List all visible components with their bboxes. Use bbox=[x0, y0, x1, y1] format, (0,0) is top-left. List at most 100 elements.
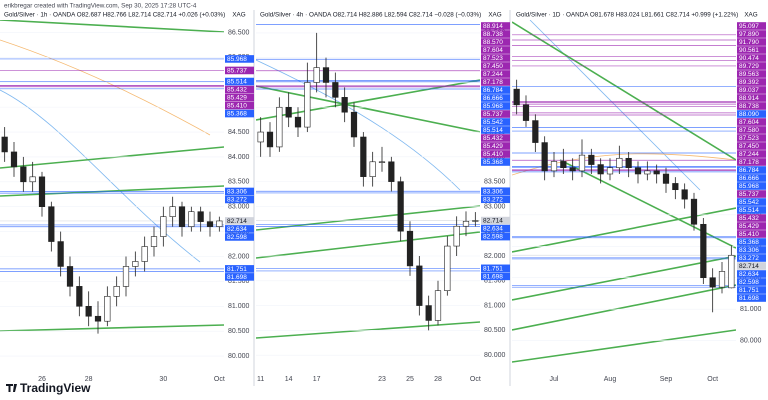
price-label-box bbox=[737, 70, 766, 78]
y-tick-label: 83.500 bbox=[484, 178, 506, 185]
price-label: 81.751 bbox=[483, 265, 503, 272]
price-label-box bbox=[225, 109, 254, 118]
price-label: 87.244 bbox=[739, 151, 759, 158]
price-label: 87.604 bbox=[739, 119, 759, 126]
price-label-box bbox=[481, 46, 510, 54]
y-tick-label: 82.000 bbox=[484, 253, 506, 260]
candle-body bbox=[332, 82, 339, 98]
candle-body bbox=[662, 173, 670, 184]
candle-body bbox=[369, 161, 376, 177]
panel-plot bbox=[512, 20, 736, 363]
price-label-box bbox=[481, 232, 510, 241]
price-label: 87.178 bbox=[483, 79, 503, 86]
price-label-box bbox=[737, 118, 766, 126]
price-label: 90.474 bbox=[739, 55, 759, 62]
price-label-box bbox=[737, 94, 766, 102]
candle-body bbox=[462, 220, 470, 227]
price-label-box bbox=[225, 273, 254, 281]
price-label-box bbox=[737, 126, 766, 134]
x-tick-label: 30 bbox=[159, 376, 167, 383]
price-label-box bbox=[737, 206, 766, 214]
trend-line bbox=[512, 21, 736, 161]
price-label: 85.432 bbox=[739, 215, 759, 222]
price-label: 85.968 bbox=[227, 56, 247, 63]
candle-body bbox=[216, 220, 223, 227]
y-tick-label: 82.000 bbox=[228, 253, 250, 260]
candle-body bbox=[597, 164, 604, 175]
candle-body bbox=[197, 211, 204, 222]
price-label: 83.272 bbox=[227, 196, 247, 203]
y-tick-label: 81.500 bbox=[484, 278, 506, 285]
y-tick-label: 86.500 bbox=[228, 29, 250, 36]
candle-body bbox=[322, 67, 330, 83]
price-label-box bbox=[481, 224, 510, 233]
price-label-box bbox=[225, 93, 254, 102]
price-label-box bbox=[737, 38, 766, 46]
price-label-box bbox=[737, 182, 766, 190]
y-tick-label: 81.500 bbox=[228, 278, 250, 285]
price-label-box bbox=[737, 254, 766, 262]
price-label: 86.784 bbox=[739, 167, 759, 174]
y-tick-label: 82.000 bbox=[740, 275, 762, 282]
trend-line bbox=[512, 329, 736, 363]
candle-body bbox=[66, 266, 74, 287]
candle-body bbox=[550, 161, 558, 172]
price-label-box bbox=[737, 22, 766, 30]
y-tick-label: 83.000 bbox=[228, 204, 250, 211]
candle-body bbox=[20, 166, 27, 183]
candle-body bbox=[350, 111, 358, 138]
x-tick-label: Jul bbox=[550, 376, 559, 383]
price-label: 86.666 bbox=[483, 95, 503, 102]
price-label-box bbox=[481, 78, 510, 86]
candle-body bbox=[1, 136, 8, 153]
price-label-box bbox=[737, 174, 766, 182]
candle-body bbox=[588, 154, 595, 165]
y-tick-label: 80.000 bbox=[740, 337, 762, 344]
price-label-box bbox=[481, 70, 510, 78]
price-label-box bbox=[481, 38, 510, 46]
price-label-box bbox=[737, 278, 766, 286]
price-label-box bbox=[737, 222, 766, 230]
price-label: 82.714 bbox=[483, 218, 503, 225]
candle-body bbox=[341, 97, 348, 113]
panel-plot bbox=[0, 20, 224, 357]
panel-plot bbox=[256, 24, 480, 356]
price-label: 95.097 bbox=[739, 23, 759, 30]
y-tick-label: 83.000 bbox=[484, 203, 506, 210]
price-label: 85.432 bbox=[227, 87, 247, 94]
x-tick-label: 23 bbox=[378, 376, 386, 383]
candle-body bbox=[188, 211, 195, 227]
moving-average bbox=[0, 89, 201, 263]
trend-line bbox=[0, 185, 224, 197]
price-label-box bbox=[225, 55, 254, 63]
price-label-box bbox=[737, 142, 766, 150]
moving-average bbox=[529, 20, 701, 191]
price-label: 88.914 bbox=[739, 95, 759, 102]
trend-line bbox=[256, 85, 480, 133]
price-label: 83.306 bbox=[483, 188, 503, 195]
candle-body bbox=[104, 296, 111, 322]
price-label: 81.698 bbox=[227, 274, 247, 281]
price-label: 82.634 bbox=[739, 271, 759, 278]
price-label: 97.890 bbox=[739, 31, 759, 38]
price-label-box bbox=[481, 110, 510, 118]
y-tick-label: 81.000 bbox=[740, 306, 762, 313]
price-label-box bbox=[737, 270, 766, 278]
x-tick-label: 14 bbox=[285, 376, 293, 383]
candle-body bbox=[304, 82, 311, 128]
price-label-box bbox=[737, 190, 766, 198]
price-label: 85.968 bbox=[739, 183, 759, 190]
candle-body bbox=[416, 265, 423, 306]
candle-body bbox=[681, 189, 688, 200]
panel-title: Gold/Silver · 1h · OANDA O82.687 H82.766… bbox=[4, 12, 225, 19]
price-label-box bbox=[481, 142, 510, 150]
y-tick-label: 80.000 bbox=[228, 353, 250, 360]
price-label-box bbox=[737, 238, 766, 246]
candle-body bbox=[169, 206, 176, 217]
y-tick-label: 83.500 bbox=[228, 179, 250, 186]
candle-body bbox=[569, 167, 576, 172]
candle-body bbox=[425, 305, 432, 321]
price-label-box bbox=[737, 110, 766, 118]
candle-body bbox=[141, 246, 148, 262]
